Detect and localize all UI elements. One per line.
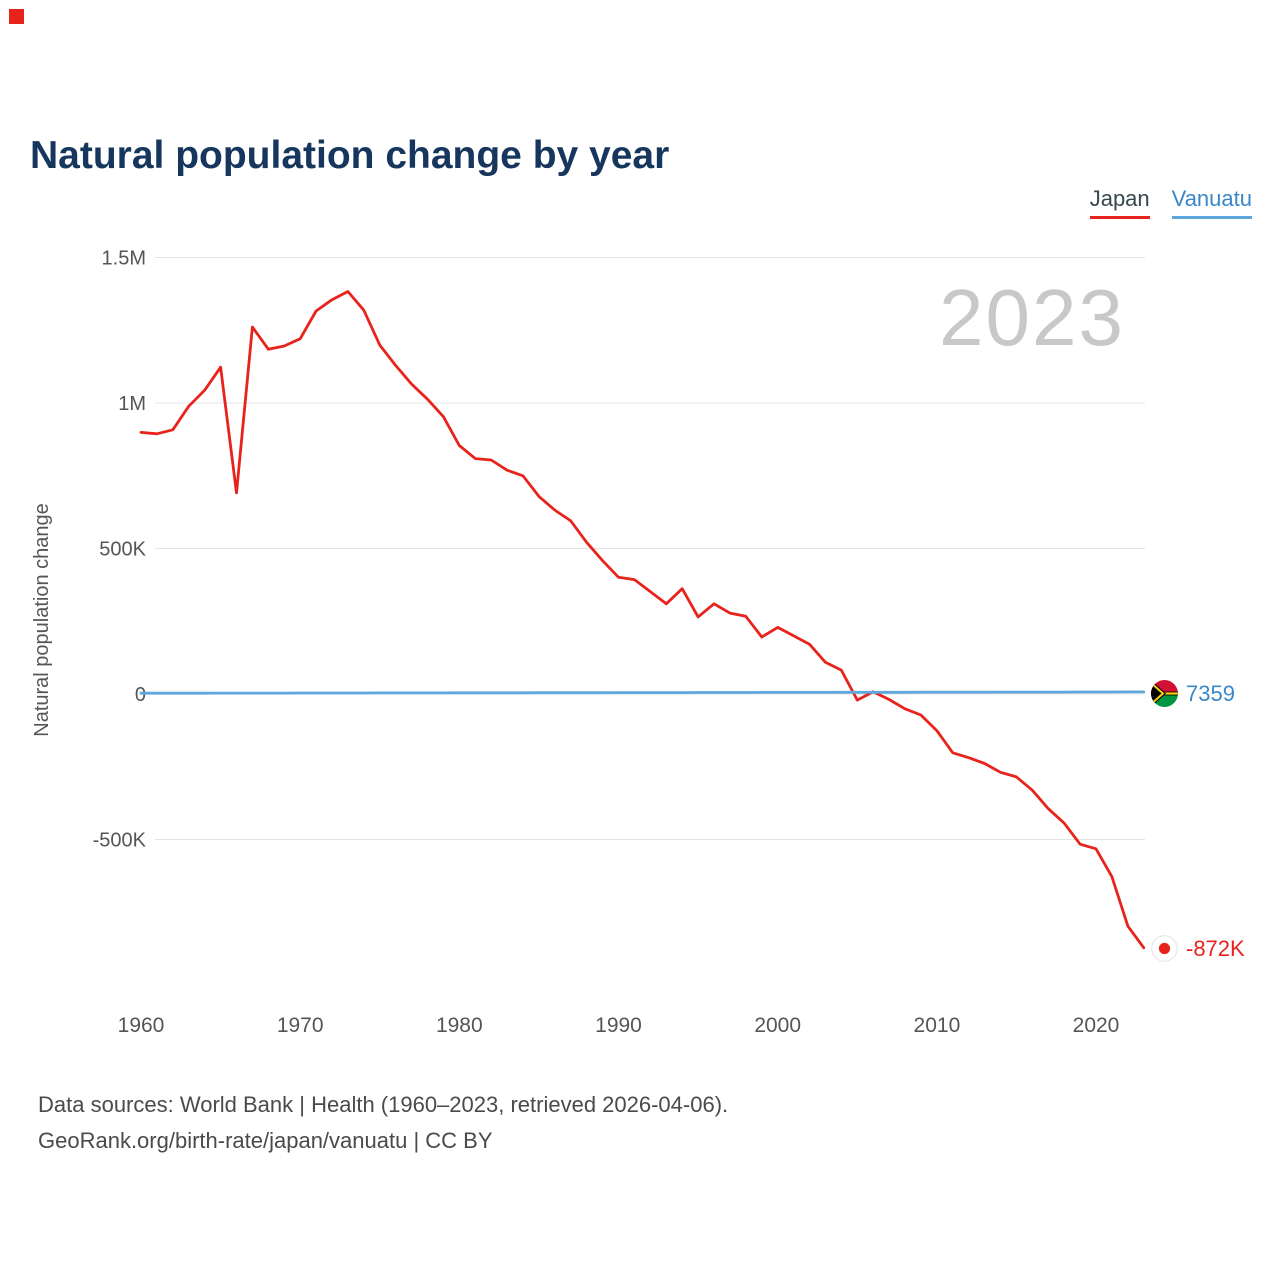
y-tick-label: 0	[135, 684, 146, 706]
legend-item-japan[interactable]: Japan	[1089, 186, 1150, 219]
x-tick-label: 2020	[1073, 1014, 1120, 1037]
x-tick-label: 1980	[436, 1014, 483, 1037]
legend: Japan Vanuatu	[1089, 186, 1252, 219]
y-axis-title: Natural population change	[31, 503, 53, 737]
x-tick-label: 1990	[595, 1014, 642, 1037]
y-tick-label: 500K	[99, 539, 146, 561]
japan-line	[139, 290, 1146, 950]
y-tick-label: 1M	[118, 393, 146, 415]
japan-end-value: -872K	[1186, 935, 1245, 961]
y-tick-label: -500K	[93, 830, 147, 852]
x-tick-label: 2000	[754, 1014, 801, 1037]
footer-sources: Data sources: World Bank | Health (1960–…	[38, 1092, 729, 1117]
y-tick-label: 1.5M	[102, 248, 146, 270]
vanuatu-line	[139, 690, 1146, 695]
vanuatu-end-value: 7359	[1186, 680, 1235, 706]
legend-item-vanuatu[interactable]: Vanuatu	[1171, 186, 1252, 219]
corner-marker	[9, 9, 24, 24]
footer-attribution: GeoRank.org/birth-rate/japan/vanuatu | C…	[38, 1128, 493, 1153]
japan-end-label: -872K	[1151, 935, 1245, 962]
vanuatu-end-label: 7359	[1151, 680, 1235, 707]
page-title: Natural population change by year	[30, 134, 670, 178]
japan-flag-icon	[1151, 935, 1178, 962]
vanuatu-flag-icon	[1151, 680, 1178, 707]
x-tick-label: 2010	[914, 1014, 961, 1037]
year-watermark: 2023	[939, 273, 1125, 362]
x-tick-label: 1970	[277, 1014, 324, 1037]
x-tick-label: 1960	[118, 1014, 165, 1037]
